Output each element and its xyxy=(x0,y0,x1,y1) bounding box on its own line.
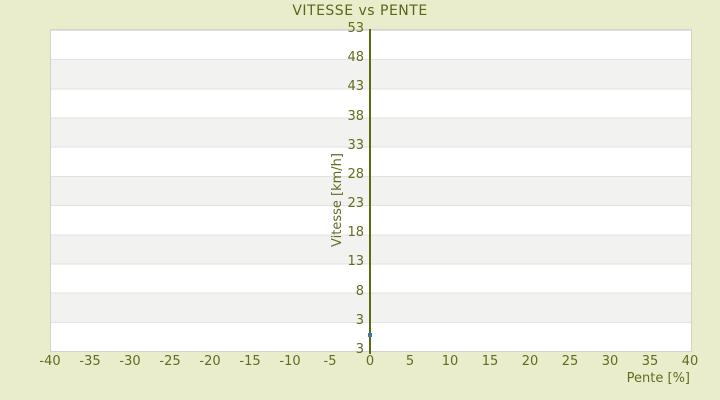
y-tick-label: 18 xyxy=(347,225,364,241)
x-tick-label: 10 xyxy=(441,354,459,369)
chart-title: VITESSE vs PENTE xyxy=(292,3,428,19)
y-tick-label: 33 xyxy=(347,137,364,153)
y-tick-label: 13 xyxy=(347,254,364,270)
x-tick-label: -25 xyxy=(159,354,181,369)
x-tick-label: 30 xyxy=(601,354,619,369)
x-tick-label: -35 xyxy=(79,354,101,369)
data-point-marker xyxy=(368,332,372,337)
x-tick-label: 20 xyxy=(521,354,539,369)
y-tick-label: 43 xyxy=(347,79,364,95)
x-tick-label: -20 xyxy=(199,354,221,369)
x-tick-label: 40 xyxy=(681,354,699,369)
y-tick-label: 3 xyxy=(355,342,364,357)
y-axis-label: Vitesse [km/h] xyxy=(330,153,345,247)
y-tick-label: 38 xyxy=(347,108,364,124)
x-tick-label: -5 xyxy=(323,354,337,369)
x-tick-label: 5 xyxy=(405,354,415,369)
x-axis-label: Pente [%] xyxy=(626,371,690,386)
y-tick-label: 53 xyxy=(347,21,364,36)
y-axis-line xyxy=(369,29,371,354)
y-tick-label: 3 xyxy=(355,312,364,328)
x-tick-label: 15 xyxy=(481,354,499,369)
x-tick-label: 25 xyxy=(561,354,579,369)
y-tick-label: 48 xyxy=(347,50,364,66)
plot-area xyxy=(50,29,692,352)
x-tick-label: 0 xyxy=(365,354,375,369)
x-tick-label: -10 xyxy=(279,354,301,369)
x-tick-label: 35 xyxy=(641,354,659,369)
y-tick-label: 23 xyxy=(347,196,364,212)
y-tick-label: 28 xyxy=(347,166,364,182)
y-tick-label: 8 xyxy=(355,283,364,299)
x-tick-label: -15 xyxy=(239,354,261,369)
x-tick-label: -40 xyxy=(39,354,61,369)
x-tick-label: -30 xyxy=(119,354,141,369)
